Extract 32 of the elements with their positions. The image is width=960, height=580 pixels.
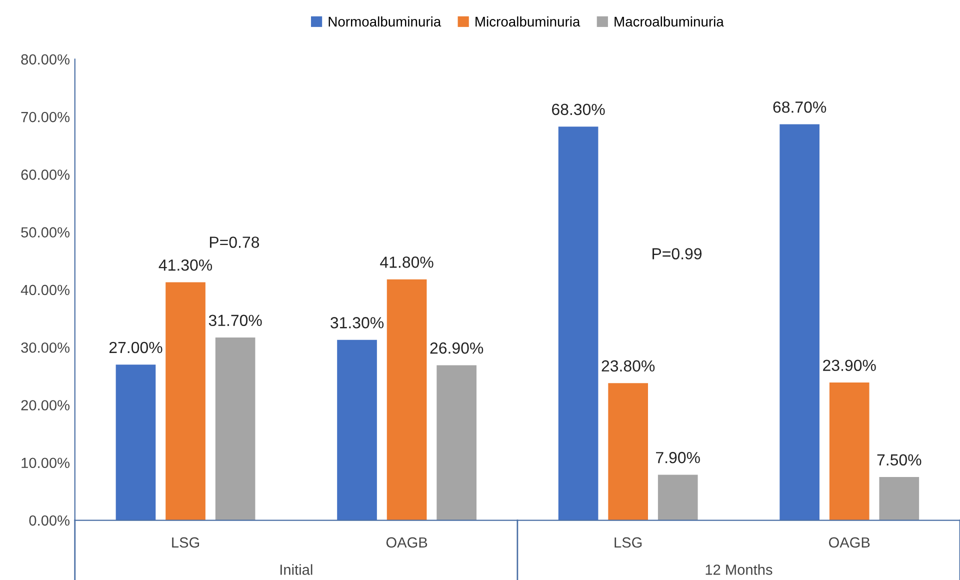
data-label: 7.50% [877,454,922,466]
legend-label: Normoalbuminuria [328,16,442,27]
legend-label: Macroalbuminuria [614,16,724,27]
data-label: 68.70% [773,101,826,113]
data-label: 31.70% [208,314,262,326]
y-tick-label: 60.00% [21,170,70,180]
y-tick-label: 30.00% [21,342,70,353]
legend-label: Microalbuminuria [476,16,580,27]
y-tick-label: 40.00% [20,284,70,296]
x-tick-label: LSG [614,537,642,548]
x-tick-label: OAGB [828,537,870,548]
data-label: 27.00% [109,342,162,354]
y-tick-label: 80.00% [21,54,70,65]
y-tick-label: 70.00% [21,112,70,122]
data-label: 7.90% [656,452,700,464]
annotation: P=0.99 [652,248,702,260]
y-tick-label: 50.00% [21,227,70,238]
data-label: 41.30% [158,259,212,271]
x-tick-label: LSG [172,537,200,548]
y-tick-label: 10.00% [22,458,70,468]
annotation: P=0.78 [210,236,260,248]
data-label: 26.90% [430,342,484,354]
text: 12 Months [706,564,772,575]
data-label: 68.30% [552,104,605,116]
data-label: 31.30% [330,317,384,328]
y-tick-label: 20.00% [21,400,70,410]
data-label: 23.80% [602,360,655,372]
x-tick-label: OAGB [386,537,428,548]
data-label: 41.80% [380,256,434,268]
data-label: 23.90% [823,360,876,372]
text: Initial [280,564,312,575]
y-tick-label: 0.00% [29,515,70,526]
